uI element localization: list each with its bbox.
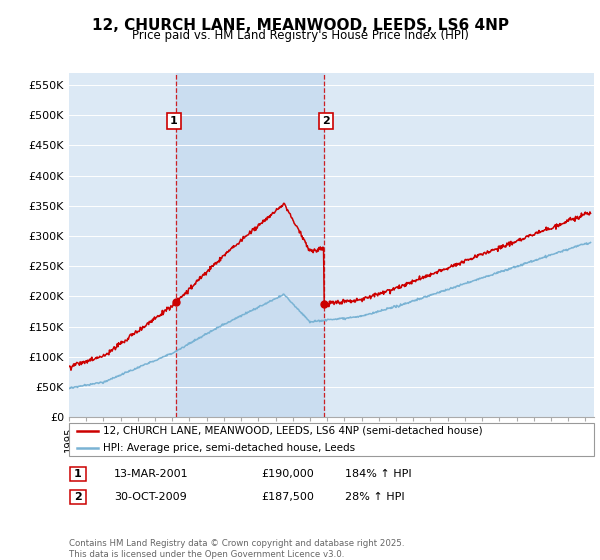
Text: HPI: Average price, semi-detached house, Leeds: HPI: Average price, semi-detached house,… (103, 444, 355, 454)
Text: 12, CHURCH LANE, MEANWOOD, LEEDS, LS6 4NP (semi-detached house): 12, CHURCH LANE, MEANWOOD, LEEDS, LS6 4N… (103, 426, 483, 436)
Text: 1: 1 (74, 469, 82, 479)
Text: £190,000: £190,000 (261, 469, 314, 479)
FancyBboxPatch shape (69, 423, 594, 456)
Bar (176, 73, 324, 417)
Text: Contains HM Land Registry data © Crown copyright and database right 2025.
This d: Contains HM Land Registry data © Crown c… (69, 539, 404, 559)
Text: 12, CHURCH LANE, MEANWOOD, LEEDS, LS6 4NP: 12, CHURCH LANE, MEANWOOD, LEEDS, LS6 4N… (91, 18, 509, 33)
Text: 28% ↑ HPI: 28% ↑ HPI (345, 492, 404, 502)
Text: 1: 1 (170, 116, 178, 126)
Text: 30-OCT-2009: 30-OCT-2009 (114, 492, 187, 502)
FancyBboxPatch shape (70, 467, 86, 482)
Text: 13-MAR-2001: 13-MAR-2001 (114, 469, 188, 479)
Text: 2: 2 (74, 492, 82, 502)
Text: £187,500: £187,500 (261, 492, 314, 502)
Text: 2: 2 (322, 116, 330, 126)
Text: 184% ↑ HPI: 184% ↑ HPI (345, 469, 412, 479)
Text: Price paid vs. HM Land Registry's House Price Index (HPI): Price paid vs. HM Land Registry's House … (131, 29, 469, 42)
FancyBboxPatch shape (70, 489, 86, 504)
